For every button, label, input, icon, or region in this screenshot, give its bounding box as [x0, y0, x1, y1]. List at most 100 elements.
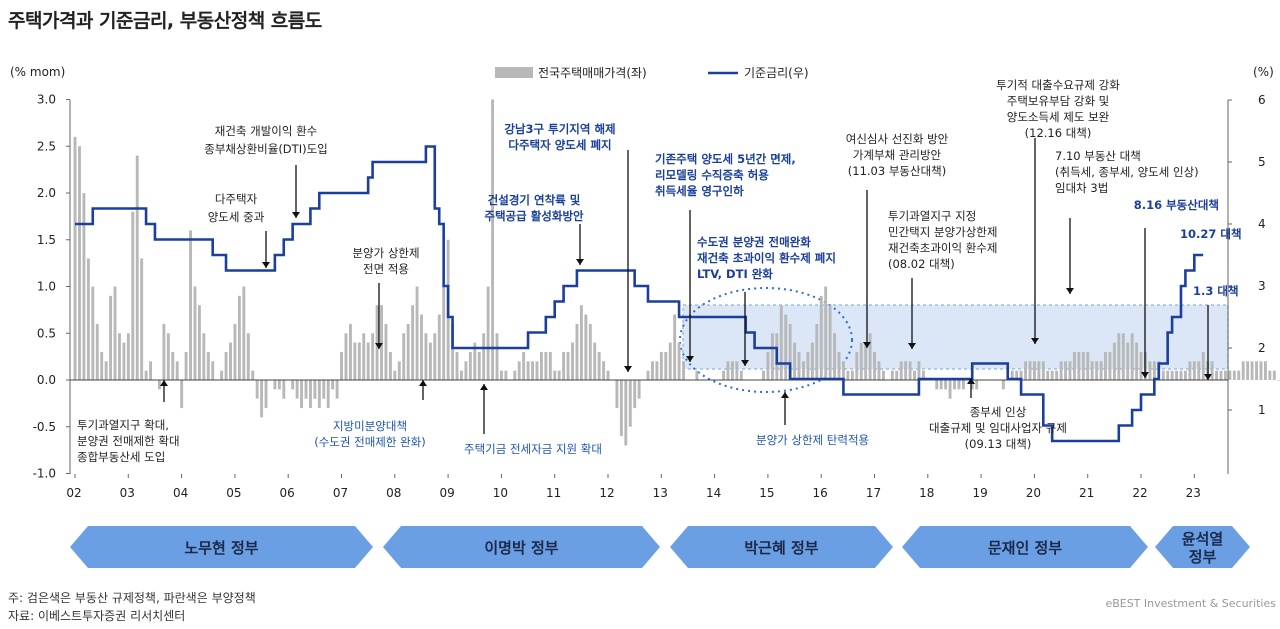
x-tick: 13	[653, 486, 668, 500]
policy-annotation-text: LTV, DTI 완화	[697, 267, 773, 281]
price-bar	[437, 314, 441, 380]
government-name: 윤석열	[1182, 530, 1223, 548]
price-bar	[491, 99, 495, 380]
price-bar	[1024, 361, 1028, 380]
x-tick: 12	[599, 486, 614, 500]
government-period-arrow	[1155, 526, 1250, 568]
price-bar	[1166, 370, 1170, 380]
price-bar	[353, 342, 357, 380]
legend-bar-swatch	[495, 67, 533, 78]
price-bar	[673, 314, 677, 380]
price-bar	[539, 351, 543, 380]
policy-annotation-text: 종부세 인상	[970, 405, 1027, 419]
price-bar	[424, 333, 428, 380]
price-bar	[575, 323, 579, 380]
policy-annotation-text: 다주택자 양도세 폐지	[508, 138, 611, 152]
price-bar	[464, 361, 468, 380]
annotation-arrow-head	[1066, 288, 1074, 294]
policy-annotation-text: 8.16 부동산대책	[1134, 198, 1219, 212]
x-tick: 04	[173, 486, 188, 500]
policy-annotation-text: 전면 적용	[363, 262, 409, 276]
note-source: 자료: 이베스트투자증권 리서치센터	[8, 609, 186, 623]
price-bar	[477, 351, 481, 380]
annotation-arrow-head	[908, 343, 916, 349]
y-right-tick: 4	[1258, 217, 1266, 231]
price-bar	[913, 370, 916, 380]
price-bar	[739, 370, 743, 380]
x-tick: 08	[386, 486, 401, 500]
price-bar	[171, 351, 175, 380]
price-bar	[415, 286, 419, 380]
y-left-tick: 3.0	[37, 93, 56, 107]
government-name: 문재인 정부	[988, 539, 1062, 557]
y-left-tick: 1.0	[37, 280, 56, 294]
price-bar	[264, 380, 268, 409]
price-bar	[526, 361, 530, 380]
price-bar	[1277, 380, 1280, 381]
policy-annotation-text: 재건축 초과이익 환수제 폐지	[697, 251, 836, 265]
price-bar	[1019, 370, 1023, 380]
annotation-arrow-head	[967, 378, 975, 384]
price-bar	[295, 380, 299, 399]
policy-annotation-text: 주택기금 전세자금 지원 확대	[464, 442, 602, 456]
price-bar	[855, 351, 859, 380]
price-bar	[819, 295, 823, 380]
price-bar	[788, 323, 792, 380]
price-bar	[730, 361, 734, 380]
policy-annotation-text: (취득세, 종부세, 양도세 인상)	[1055, 165, 1199, 179]
annotation-arrow-head	[686, 356, 694, 362]
price-bar	[682, 361, 686, 380]
price-bar	[366, 342, 370, 380]
price-bar	[197, 305, 201, 380]
price-bar	[1210, 361, 1214, 380]
price-bar	[255, 380, 259, 399]
price-bar	[646, 370, 650, 380]
price-bar	[384, 323, 388, 380]
government-period-arrow	[902, 526, 1148, 568]
price-bar	[260, 380, 264, 418]
price-bar	[970, 380, 974, 390]
legend-line-label: 기준금리(우)	[744, 66, 809, 80]
price-bar	[651, 361, 654, 380]
policy-annotation-text: 투기과열지구 지정	[888, 209, 976, 223]
policy-annotation-text: (11.03 부동산대책)	[848, 164, 946, 178]
price-bar	[659, 351, 663, 380]
price-bar	[602, 361, 606, 380]
policy-annotation-text: 주택공급 활성화방안	[484, 209, 584, 223]
price-bar	[766, 351, 770, 380]
annotation-arrow-head	[419, 380, 427, 386]
price-bar	[189, 230, 192, 380]
price-bar	[495, 333, 499, 380]
price-bar	[628, 380, 632, 427]
government-name: 박근혜 정부	[744, 539, 818, 557]
price-bar	[895, 370, 899, 380]
x-tick: 23	[1186, 486, 1201, 500]
price-bar	[1108, 351, 1112, 380]
annotation-arrow-head	[863, 342, 871, 348]
price-bar	[486, 286, 490, 380]
x-tick: 16	[813, 486, 828, 500]
price-bar	[957, 380, 961, 390]
price-bar	[908, 361, 912, 380]
price-bar	[1028, 361, 1032, 380]
price-bar	[500, 370, 503, 380]
x-tick: 11	[546, 486, 561, 500]
credit-text: eBEST Investment & Securities	[1105, 597, 1276, 610]
annotation-arrow-head	[1141, 372, 1149, 378]
price-bar	[779, 305, 783, 380]
policy-annotation-text: 리모델링 수직증축 허용	[655, 168, 769, 182]
x-tick: 02	[66, 486, 81, 500]
price-bar	[806, 351, 810, 380]
price-bar	[180, 380, 184, 409]
price-bar	[1104, 351, 1107, 380]
policy-annotation-text: 강남3구 투기지역 해제	[504, 122, 615, 136]
y-left-tick: 2.0	[37, 186, 56, 200]
price-bar	[1161, 370, 1165, 380]
price-bar	[251, 370, 255, 380]
price-bar	[1170, 370, 1174, 380]
price-bar	[1255, 361, 1258, 380]
price-bar	[78, 146, 81, 380]
price-bar	[921, 370, 925, 380]
policy-annotation-text: (09.13 대책)	[965, 437, 1032, 451]
price-bar	[1086, 351, 1090, 380]
